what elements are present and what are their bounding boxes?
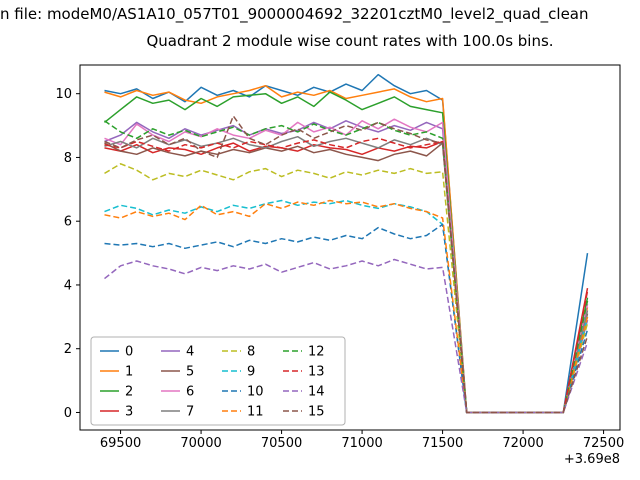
legend-label: 10	[247, 385, 264, 400]
series-line-7	[104, 135, 589, 414]
legend-entry-2: 2	[100, 385, 133, 400]
legend-entry-7: 7	[161, 405, 194, 420]
series-line-12	[104, 120, 589, 414]
legend-entry-9: 9	[222, 365, 255, 380]
legend-entry-3: 3	[100, 405, 133, 420]
legend-label: 9	[247, 365, 255, 380]
series-line-8	[104, 163, 589, 414]
series-line-5	[104, 142, 589, 414]
file-title: n file: modeM0/AS1A10_057T01_9000004692_…	[0, 5, 589, 23]
x-axis-offset-label: +3.69e8	[563, 452, 620, 467]
legend-entry-1: 1	[100, 365, 133, 380]
chart-title: Quadrant 2 module wise count rates with …	[146, 32, 554, 50]
legend-label: 15	[308, 405, 325, 420]
y-tick-label: 8	[64, 151, 72, 166]
series-line-1	[104, 84, 589, 414]
legend-label: 4	[186, 345, 194, 360]
y-tick-label: 0	[64, 406, 72, 421]
legend-label: 14	[308, 385, 325, 400]
legend	[90, 336, 346, 426]
legend-label: 12	[308, 345, 325, 360]
legend-label: 6	[186, 385, 194, 400]
series-line-10	[104, 223, 589, 414]
legend-label: 8	[247, 345, 255, 360]
axes-spines	[79, 64, 621, 431]
series-line-15	[104, 115, 589, 414]
y-tick-label: 4	[64, 278, 72, 293]
x-tick-label: 69500	[100, 436, 141, 451]
legend-label: 2	[125, 385, 133, 400]
legend-label: 11	[247, 405, 264, 420]
series-line-4	[104, 120, 589, 414]
legend-entry-13: 13	[283, 365, 325, 380]
x-tick-label: 72500	[583, 436, 624, 451]
x-tick-label: 72000	[502, 436, 543, 451]
legend-entry-0: 0	[100, 345, 133, 360]
legend-label: 3	[125, 405, 133, 420]
y-tick-label: 2	[64, 342, 72, 357]
legend-entry-10: 10	[222, 385, 264, 400]
series-line-3	[104, 140, 589, 414]
x-tick-label: 71500	[422, 436, 463, 451]
series-line-11	[104, 199, 589, 414]
x-tick-label: 70000	[180, 436, 221, 451]
legend-entry-15: 15	[283, 405, 325, 420]
series-line-2	[104, 91, 589, 414]
legend-entry-4: 4	[161, 345, 194, 360]
legend-entry-14: 14	[283, 385, 325, 400]
legend-entry-6: 6	[161, 385, 194, 400]
legend-entry-8: 8	[222, 345, 255, 360]
legend-entry-11: 11	[222, 405, 264, 420]
x-tick-label: 70500	[261, 436, 302, 451]
y-tick-label: 6	[64, 215, 72, 230]
legend-label: 7	[186, 405, 194, 420]
legend-entry-12: 12	[283, 345, 325, 360]
legend-label: 0	[125, 345, 133, 360]
series-line-13	[104, 137, 589, 414]
legend-label: 1	[125, 365, 133, 380]
legend-label: 5	[186, 365, 194, 380]
x-tick-label: 71000	[341, 436, 382, 451]
legend-label: 13	[308, 365, 325, 380]
legend-entry-5: 5	[161, 365, 194, 380]
y-tick-label: 10	[55, 87, 72, 102]
